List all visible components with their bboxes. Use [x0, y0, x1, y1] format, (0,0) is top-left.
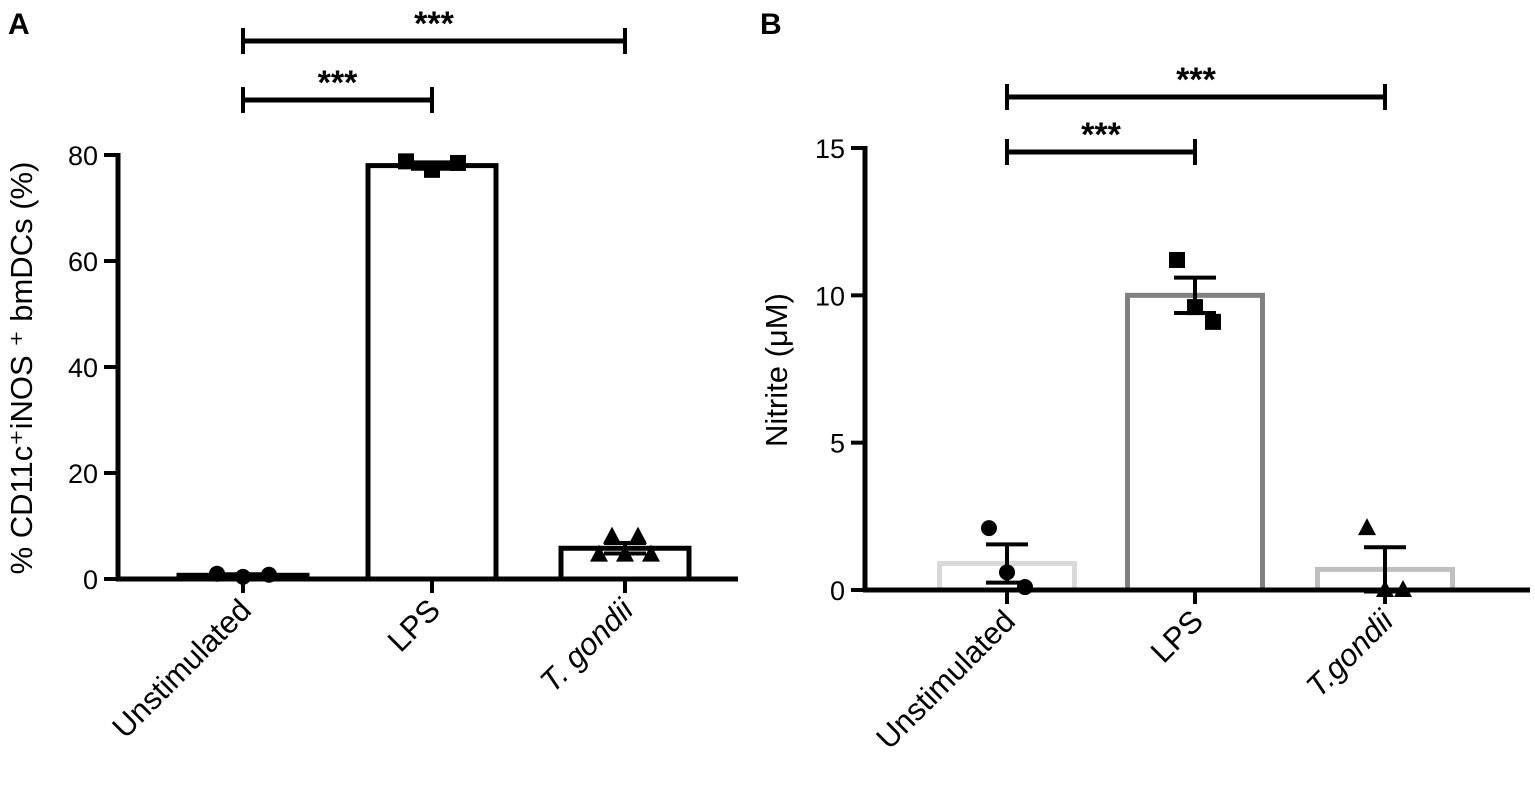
- data-point: [603, 526, 621, 544]
- data-point: [1358, 518, 1376, 536]
- y-tick-label: 0: [83, 565, 98, 595]
- x-category-label: LPS: [1144, 603, 1210, 669]
- data-point: [209, 565, 225, 582]
- bar: [1125, 292, 1265, 593]
- y-tick-label: 20: [68, 459, 98, 489]
- data-point: [981, 520, 997, 537]
- data-point: [629, 526, 647, 544]
- data-point: [398, 153, 414, 170]
- data-point: [1169, 251, 1185, 268]
- x-category-label: Unstimulated: [869, 603, 1022, 756]
- data-point: [261, 566, 277, 583]
- y-tick-label: 60: [68, 247, 98, 277]
- x-category-label: T.gondii: [1299, 602, 1401, 704]
- y-tick-label: 0: [830, 576, 845, 606]
- data-point: [642, 544, 660, 562]
- significance-label: ***: [414, 5, 454, 43]
- y-axis-title: % CD11c⁺iNOS ⁺ bmDCs (%): [4, 162, 39, 575]
- bar: [365, 163, 499, 582]
- panel-a: A 0 20 40 60 80 % CD11c⁺iNOS ⁺ bmDCs (%) Unstim…: [4, 5, 738, 745]
- y-axis-title: Nitrite (μM): [759, 293, 794, 447]
- data-point: [1205, 313, 1221, 330]
- x-category-label: Unstimulated: [105, 592, 258, 745]
- panel-label: B: [760, 8, 782, 41]
- y-tick-label: 40: [68, 353, 98, 383]
- significance-label: ***: [1081, 116, 1121, 154]
- significance-label: ***: [318, 64, 358, 102]
- panel-b: B 0 5 10 15 Nitrite (μM) Unstimulated LPS T.gond…: [759, 8, 1530, 756]
- significance-label: ***: [1176, 61, 1216, 99]
- y-tick-label: 5: [830, 429, 845, 459]
- data-point: [450, 154, 466, 171]
- x-category-label: T. gondii: [533, 591, 641, 699]
- data-point: [590, 544, 608, 562]
- x-category-label: LPS: [381, 592, 447, 658]
- y-tick-label: 80: [68, 141, 98, 171]
- panel-label: A: [8, 8, 30, 41]
- y-tick-label: 15: [815, 134, 845, 164]
- y-tick-label: 10: [815, 281, 845, 311]
